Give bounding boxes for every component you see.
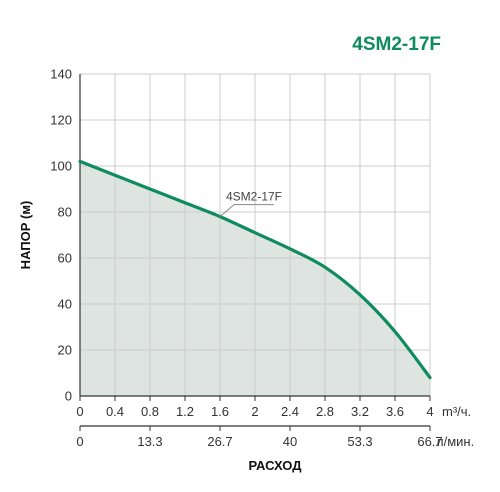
y-tick-label: 120 xyxy=(50,113,72,128)
y-tick-label: 140 xyxy=(50,67,72,82)
x-secondary-tick-label: 0 xyxy=(76,434,83,449)
x-secondary-tick-label: 40 xyxy=(283,434,297,449)
y-axis-title: НАПОР (м) xyxy=(18,201,33,270)
y-tick-label: 40 xyxy=(58,297,72,312)
x-secondary-tick-label: 53.3 xyxy=(347,434,372,449)
series-label: 4SM2-17F xyxy=(226,190,282,204)
x-tick-label: 2 xyxy=(251,404,258,419)
chart-title: 4SM2-17F xyxy=(352,34,441,55)
x-tick-label: 1.2 xyxy=(176,404,194,419)
x-unit-secondary: л/мин. xyxy=(436,434,474,449)
x-tick-label: 3.2 xyxy=(351,404,369,419)
x-secondary-tick-label: 13.3 xyxy=(137,434,162,449)
series-label-leader xyxy=(219,204,274,217)
y-tick-label: 80 xyxy=(58,205,72,220)
x-tick-label: 0.4 xyxy=(106,404,124,419)
x-tick-label: 3.6 xyxy=(386,404,404,419)
x-tick-label: 4 xyxy=(426,404,433,419)
y-tick-label: 100 xyxy=(50,159,72,174)
x-axis-title: РАСХОД xyxy=(248,458,302,473)
x-tick-label: 0.8 xyxy=(141,404,159,419)
y-tick-label: 0 xyxy=(65,389,72,404)
y-tick-label: 60 xyxy=(58,251,72,266)
x-tick-label: 1.6 xyxy=(211,404,229,419)
x-tick-label: 2.8 xyxy=(316,404,334,419)
x-tick-label: 0 xyxy=(76,404,83,419)
y-tick-label: 20 xyxy=(58,343,72,358)
pump-curve-line xyxy=(78,159,432,380)
x-tick-label: 2.4 xyxy=(281,404,299,419)
x-secondary-tick-label: 66.7 xyxy=(417,434,442,449)
x-unit-primary: m³/ч. xyxy=(442,404,471,419)
curve-layer xyxy=(78,159,432,380)
grid-layer xyxy=(80,73,431,396)
label-layer: 4SM2-17F xyxy=(219,190,282,217)
x-secondary-tick-label: 26.7 xyxy=(207,434,232,449)
